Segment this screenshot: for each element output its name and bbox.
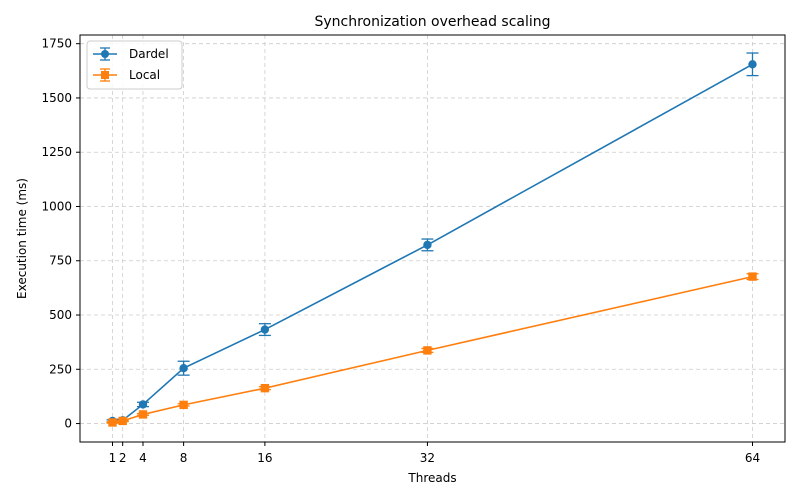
data-point xyxy=(748,272,757,281)
legend-box xyxy=(86,40,183,90)
series xyxy=(106,52,759,427)
x-axis-label: Threads xyxy=(407,471,456,485)
series-local xyxy=(106,272,759,427)
data-point xyxy=(260,325,270,334)
x-tick-label: 32 xyxy=(420,451,435,465)
data-point xyxy=(138,400,148,409)
y-tick-label: 250 xyxy=(49,362,72,376)
data-point xyxy=(748,60,757,69)
legend-marker xyxy=(101,50,109,58)
chart-title: Synchronization overhead scaling xyxy=(314,14,550,30)
x-tick-label: 64 xyxy=(745,451,760,465)
y-tick-label: 750 xyxy=(49,254,72,268)
y-tick-label: 0 xyxy=(64,417,72,431)
y-tick-label: 1250 xyxy=(41,145,72,159)
data-point xyxy=(423,240,432,250)
data-point xyxy=(260,383,270,393)
x-tick-label: 2 xyxy=(119,451,127,465)
plot-area xyxy=(79,34,786,443)
legend-entry: Dardel xyxy=(93,47,169,61)
x-tick-label: 8 xyxy=(180,451,188,465)
legend-entry: Local xyxy=(93,68,160,82)
y-tick-label: 500 xyxy=(49,308,72,322)
x-tick-label: 16 xyxy=(257,451,272,465)
data-point xyxy=(423,346,432,355)
legend-label: Local xyxy=(129,68,160,82)
legend: Dardel Local xyxy=(86,40,183,90)
data-point xyxy=(108,418,117,427)
y-tick-label: 1750 xyxy=(41,37,72,51)
y-tick-label: 1000 xyxy=(41,199,72,213)
legend-marker xyxy=(101,71,109,79)
x-tick-label: 1 xyxy=(109,451,117,465)
y-tick-label: 1500 xyxy=(41,91,72,105)
data-point xyxy=(179,400,188,410)
data-point xyxy=(118,416,127,426)
axis-ticks: 1 2 4 8 16 32 64 0 250 500 750 1000 1250 1500 1750 xyxy=(41,37,760,465)
x-tick-label: 4 xyxy=(139,451,147,465)
y-axis-label: Execution time (ms) xyxy=(15,178,29,299)
data-point xyxy=(138,410,148,419)
legend-label: Dardel xyxy=(129,47,169,61)
data-point xyxy=(179,363,188,373)
